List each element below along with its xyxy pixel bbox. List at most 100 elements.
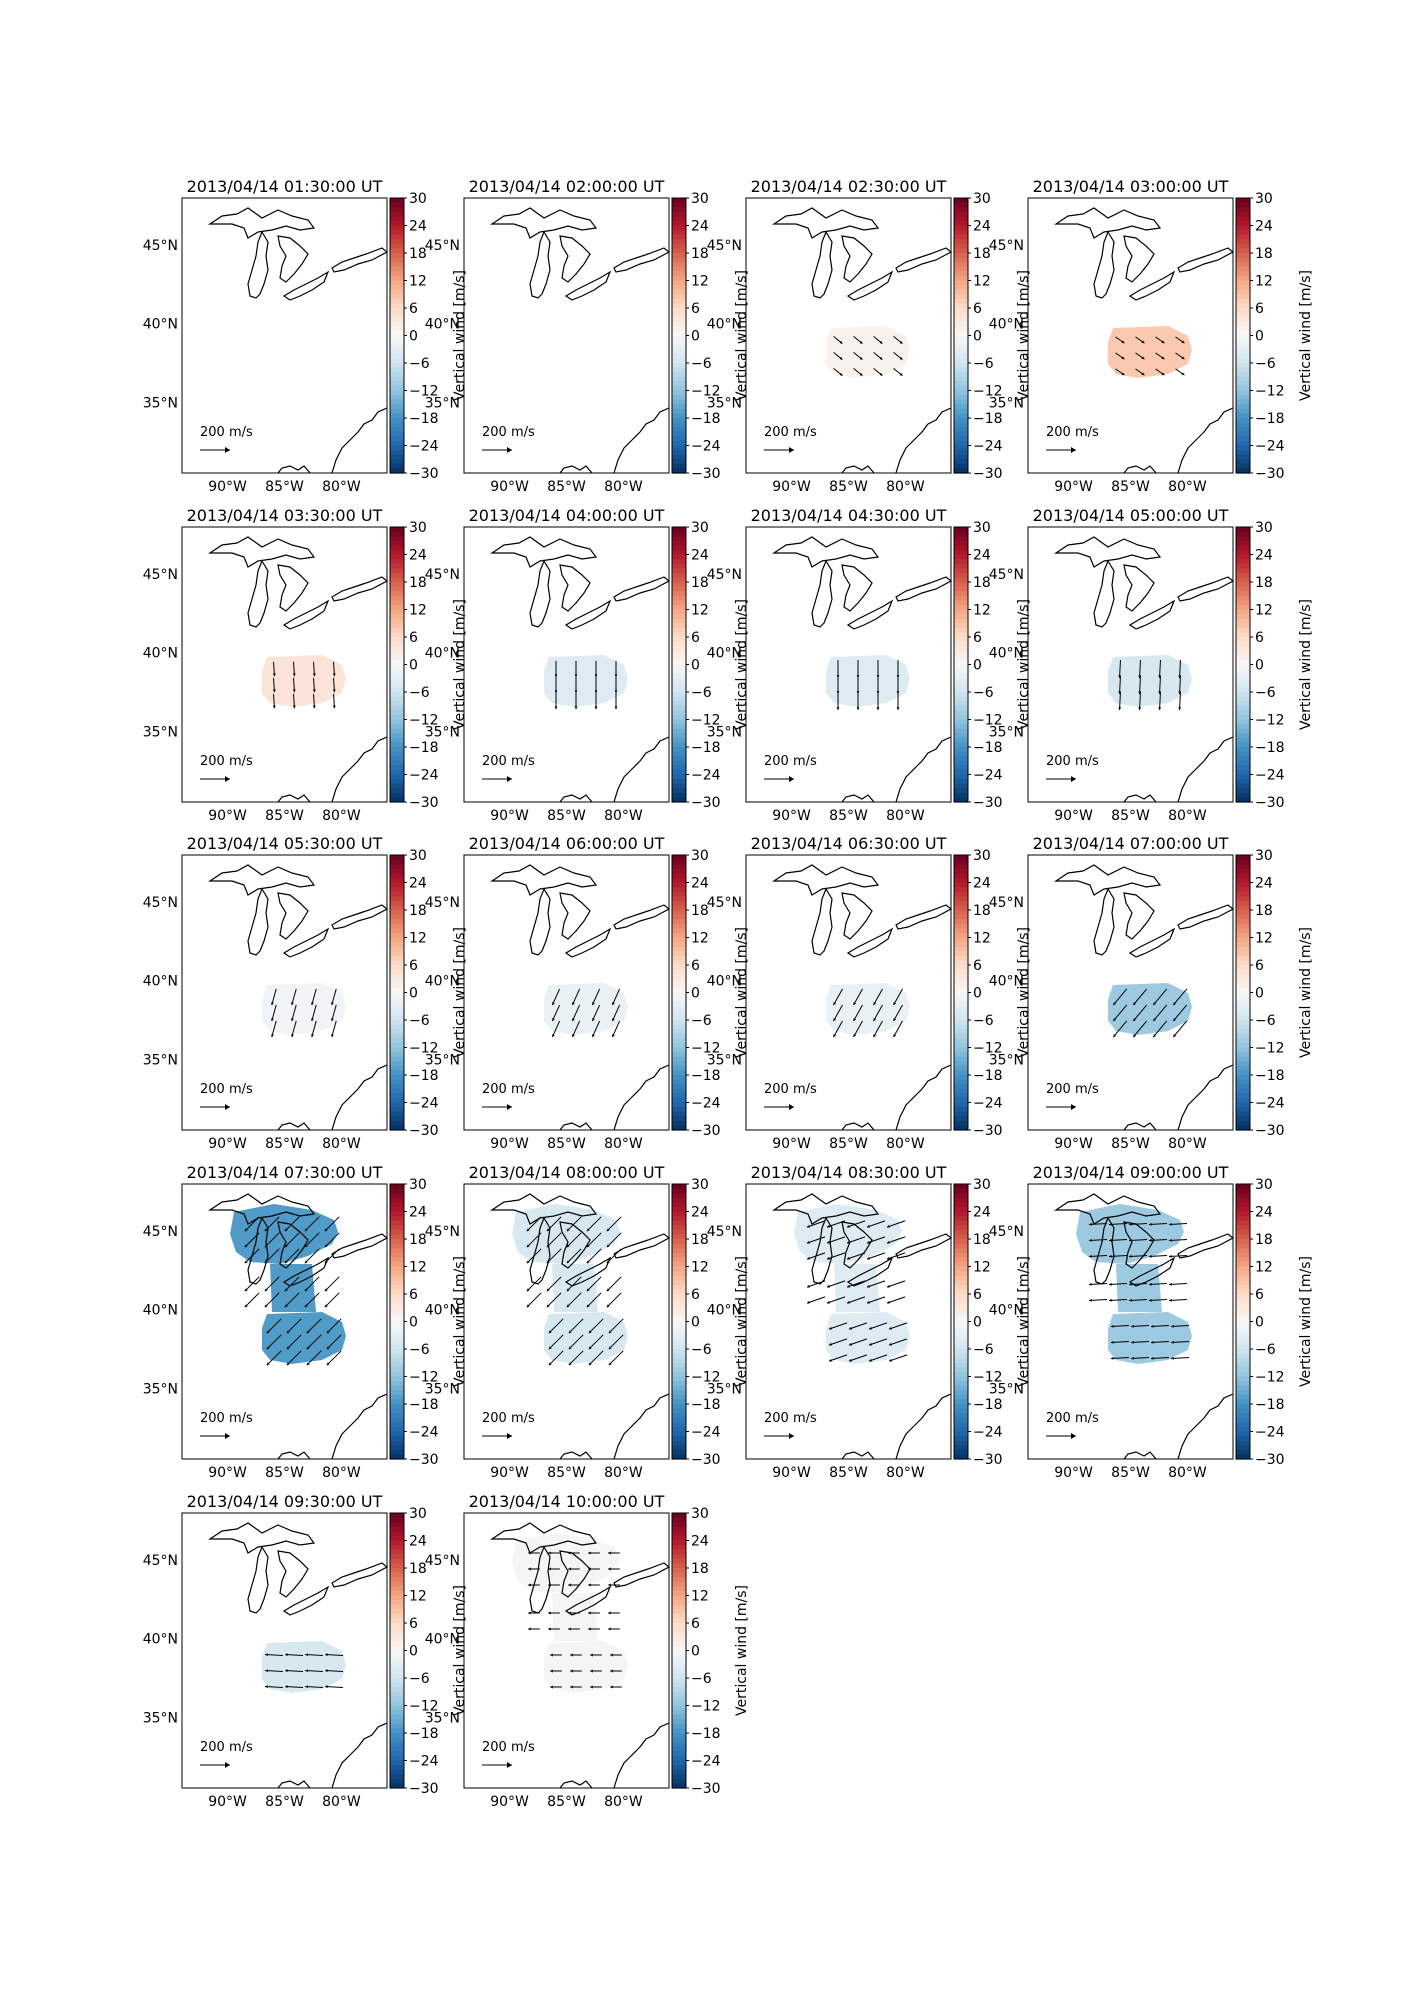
wind-vector-head [552, 1034, 555, 1038]
colorbar-segment [672, 1052, 686, 1058]
wind-vector-head [546, 1304, 550, 1308]
colorbar-tick-label: 24 [409, 1205, 427, 1221]
colorbar-segment [954, 1271, 968, 1277]
colorbar-segment [390, 294, 404, 300]
lon-label: 85°W [1111, 479, 1150, 495]
colorbar-segment [390, 1211, 404, 1217]
colorbar-segment [1236, 358, 1250, 364]
colorbar-segment [390, 710, 404, 716]
colorbar-tick-label: 12 [1255, 931, 1273, 947]
colorbar-segment [672, 540, 686, 546]
colorbar-segment [390, 1783, 404, 1789]
colorbar-segment [672, 1102, 686, 1108]
colorbar-segment [954, 687, 968, 693]
wind-vector-head [1109, 1282, 1112, 1286]
colorbar-segment [954, 992, 968, 998]
colorbar-segment [1236, 1422, 1250, 1428]
colorbar-segment [954, 655, 968, 661]
wind-vector-head [568, 1627, 571, 1631]
colorbar-segment [672, 308, 686, 314]
panel-title: 2013/04/14 01:30:00 UT [187, 177, 383, 196]
colorbar-segment [954, 1111, 968, 1117]
wind-vector [304, 1686, 324, 1688]
colorbar-segment [672, 1312, 686, 1318]
lon-label: 85°W [265, 1465, 304, 1481]
wind-vector [1148, 1299, 1168, 1301]
colorbar-tick-label: −6 [691, 685, 712, 701]
wind-region [552, 1593, 598, 1641]
colorbar-segment [390, 756, 404, 762]
colorbar-segment [672, 728, 686, 734]
lat-label: 45°N [143, 238, 178, 254]
wind-vector-head [1151, 1340, 1154, 1344]
wind-vector [1172, 988, 1188, 1006]
colorbar-segment [672, 216, 686, 222]
colorbar-segment [390, 577, 404, 583]
wind-vector-head [572, 1034, 575, 1038]
quiver-key-arrow-head [225, 1433, 230, 1439]
colorbar-tick-label: −30 [409, 1123, 439, 1139]
colorbar-segment [1236, 942, 1250, 948]
lat-label: 40°N [143, 1303, 178, 1319]
wind-vector-head [608, 1627, 611, 1631]
colorbar-tick-label: 18 [409, 1232, 427, 1248]
wind-vector [311, 1004, 317, 1022]
colorbar-segment [390, 225, 404, 231]
colorbar-segment [954, 572, 968, 579]
colorbar-segment [390, 1659, 404, 1665]
colorbar-segment [672, 1659, 686, 1665]
colorbar-segment [954, 1065, 968, 1072]
wind-vector [326, 1334, 342, 1350]
colorbar-segment [1236, 1257, 1250, 1263]
colorbar-segment [390, 1554, 404, 1560]
lake-outline [1054, 1193, 1162, 1225]
lake-outline [331, 904, 389, 930]
colorbar-segment [672, 951, 686, 957]
colorbar-segment [1236, 641, 1250, 647]
colorbar-segment [672, 285, 686, 291]
lake-outline [1177, 1233, 1235, 1259]
colorbar-segment [1236, 724, 1250, 730]
colorbar-segment [390, 1344, 404, 1350]
colorbar-segment [1236, 1271, 1250, 1277]
colorbar-segment [954, 756, 968, 762]
colorbar-segment [954, 1216, 968, 1222]
panel-title: 2013/04/14 04:00:00 UT [469, 506, 665, 525]
colorbar-tick-label: 0 [409, 658, 418, 674]
lake-outline [772, 536, 880, 568]
colorbar-segment [672, 1335, 686, 1341]
colorbar-segment [672, 349, 686, 355]
colorbar-tick-label: −30 [1255, 795, 1285, 811]
colorbar-tick-label: −30 [1255, 466, 1285, 482]
colorbar-tick-label: −12 [973, 713, 1003, 729]
wind-vector-head [588, 1611, 591, 1615]
lat-label: 45°N [707, 567, 742, 583]
colorbar-segment [390, 1408, 404, 1414]
colorbar-segment [390, 344, 404, 350]
wind-region [552, 1264, 598, 1312]
colorbar-segment [672, 1609, 686, 1615]
colorbar-tick-label: 18 [691, 246, 709, 262]
colorbar-segment [954, 682, 968, 689]
wind-vector-head [284, 1244, 288, 1248]
lat-label: 45°N [425, 1553, 460, 1569]
colorbar-segment [390, 1422, 404, 1428]
wind-vector-head [311, 1002, 314, 1006]
wind-vector-head [1118, 691, 1122, 694]
lon-label: 85°W [547, 1794, 586, 1810]
colorbar-tick-label: −12 [409, 1699, 439, 1715]
colorbar-segment [390, 1015, 404, 1021]
colorbar-segment [954, 1298, 968, 1304]
lake-outline [1054, 864, 1162, 896]
wind-vector-head [264, 1304, 268, 1308]
lake-outline [529, 1545, 551, 1614]
colorbar-segment [672, 211, 686, 217]
colorbar-segment [390, 572, 404, 579]
colorbar-segment [390, 1445, 404, 1451]
colorbar-segment [390, 418, 404, 424]
colorbar-segment [390, 1737, 404, 1743]
colorbar-segment [954, 1349, 968, 1355]
colorbar-segment [672, 1006, 686, 1012]
colorbar-segment [954, 577, 968, 583]
